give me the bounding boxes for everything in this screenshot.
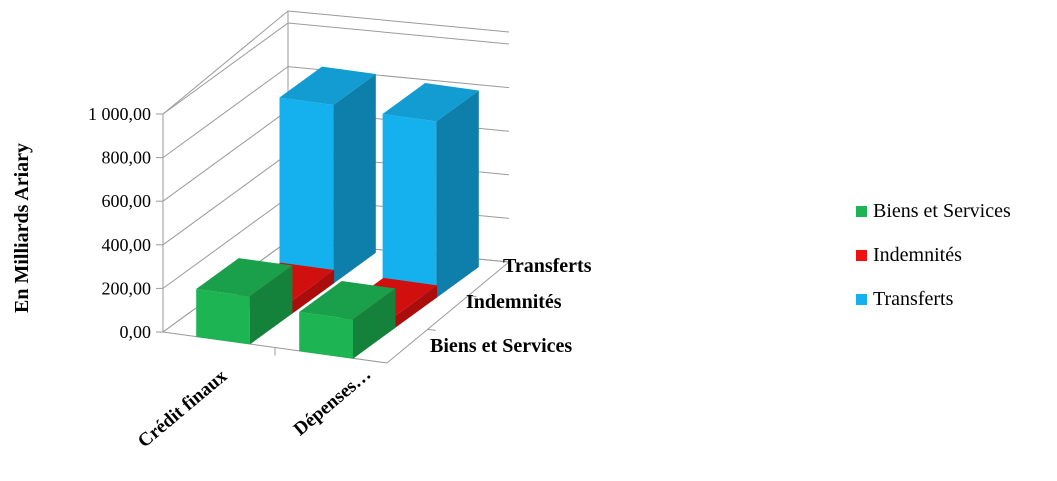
legend-label: Transferts xyxy=(873,288,954,310)
legend-label: Indemnités xyxy=(873,244,962,266)
bar-top-face xyxy=(382,83,479,122)
depth-tick-mark xyxy=(427,328,436,331)
bar-2-0 xyxy=(279,66,376,284)
bar-top-face xyxy=(279,66,376,105)
bar-top-face xyxy=(299,281,396,320)
chart-bars xyxy=(196,66,479,359)
bar-2-1 xyxy=(382,83,479,298)
bar-side-face xyxy=(353,288,396,359)
y-tick-label: 200,00 xyxy=(102,278,152,298)
legend-swatch xyxy=(856,206,867,217)
bar-side-face xyxy=(291,270,335,315)
depth-label: Biens et Services xyxy=(430,335,572,357)
bar-front-face xyxy=(196,289,250,345)
bar-0-1 xyxy=(299,281,396,359)
top-side-line xyxy=(162,10,289,115)
legend-label: Biens et Services xyxy=(873,200,1011,222)
top-gridline xyxy=(287,10,510,33)
bar-side-face xyxy=(436,90,479,298)
y-tick-label: 1 000,00 xyxy=(88,104,151,124)
y-tick-label: 400,00 xyxy=(102,235,152,255)
bar-front-face xyxy=(299,312,353,359)
y-tick-label: 600,00 xyxy=(102,191,152,211)
bar-side-face xyxy=(249,265,293,345)
bar-front-face xyxy=(279,97,334,284)
bar-front-face xyxy=(382,114,437,298)
category-label: Crédit finaux xyxy=(134,365,232,452)
gridline xyxy=(162,22,510,115)
bar-0-0 xyxy=(196,258,293,345)
bar-side-face xyxy=(333,74,376,284)
category-label: Dépenses… xyxy=(290,364,375,440)
depth-tick-mark xyxy=(468,295,477,298)
bar-side-face xyxy=(394,285,438,329)
legend-swatch xyxy=(856,294,867,305)
legend-swatch xyxy=(856,250,867,261)
legend: Biens et Services Indemnités Transferts xyxy=(856,200,1011,310)
bar-top-face xyxy=(196,258,293,297)
depth-label: Transferts xyxy=(503,255,592,277)
gridline xyxy=(162,66,510,159)
y-tick-label: 0,00 xyxy=(120,322,152,342)
depth-label: Indemnités xyxy=(466,291,562,313)
y-tick-label: 800,00 xyxy=(102,148,152,168)
y-axis-title: En Milliards Ariary xyxy=(11,143,33,313)
right-floor-line xyxy=(386,261,510,364)
